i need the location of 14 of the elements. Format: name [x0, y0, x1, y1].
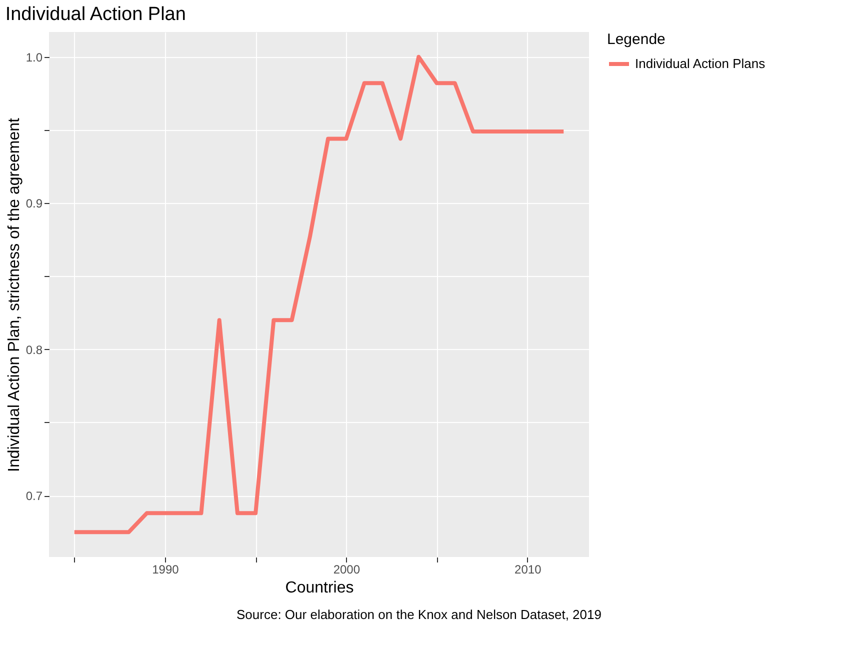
chart-title: Individual Action Plan — [5, 4, 186, 25]
legend-title: Legende — [607, 31, 666, 48]
source-note: Source: Our elaboration on the Knox and Nelson Dataset, 2019 — [236, 607, 602, 622]
y-tick-label: 0.8 — [26, 342, 43, 357]
line-series — [72, 54, 566, 534]
x-tick-label: 2010 — [514, 562, 542, 576]
y-tick-label: 1.0 — [26, 50, 43, 64]
x-tick-label: 2000 — [333, 562, 360, 576]
y-tick-label: 0.9 — [26, 196, 43, 211]
y-axis-title: Individual Action Plan, strictness of the agreement — [6, 117, 23, 472]
x-tick-label: 1990 — [152, 562, 180, 576]
legend-label: Individual Action Plans — [635, 56, 766, 71]
x-axis-title: Countries — [285, 580, 354, 596]
y-tick-label: 0.7 — [26, 489, 43, 504]
